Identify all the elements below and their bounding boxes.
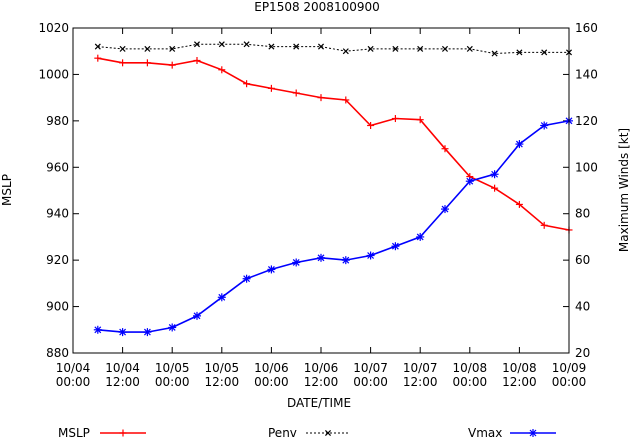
- point-penv: [193, 41, 201, 48]
- x-tick-label-time: 12:00: [105, 375, 140, 389]
- y2-tick-label: 20: [575, 346, 590, 360]
- legend-label-penv: Penv: [268, 426, 297, 437]
- x-tick-label-time: 00:00: [155, 375, 190, 389]
- y2-axis-label: Maximum Winds [kt]: [617, 128, 631, 252]
- point-vmax: [193, 312, 201, 320]
- point-penv: [144, 45, 151, 52]
- point-vmax: [416, 233, 424, 241]
- y2-tick-label: 40: [575, 300, 590, 314]
- x-tick-label-date: 10/06: [304, 361, 339, 375]
- y-tick-label: 980: [46, 114, 69, 128]
- point-penv: [317, 43, 325, 50]
- legend-label-mslp: MSLP: [58, 426, 90, 437]
- series-line-vmax: [97, 120, 570, 333]
- y-tick-label: 900: [46, 300, 69, 314]
- y-tick-label: 880: [46, 346, 69, 360]
- x-tick-label-time: 00:00: [552, 375, 587, 389]
- x-tick-label-time: 12:00: [403, 375, 438, 389]
- point-vmax: [441, 205, 449, 213]
- x-tick-label-date: 10/05: [155, 361, 190, 375]
- x-tick-label-date: 10/07: [353, 361, 388, 375]
- x-tick-label-time: 12:00: [304, 375, 339, 389]
- point-penv: [218, 41, 225, 48]
- point-penv: [169, 45, 176, 52]
- x-tick-label-date: 10/06: [254, 361, 289, 375]
- legend-marker-penv: [324, 429, 332, 437]
- point-vmax: [391, 242, 399, 250]
- point-penv: [441, 45, 449, 52]
- y2-tick-label: 100: [575, 160, 598, 174]
- point-penv: [367, 45, 374, 52]
- series-line-penv: [97, 43, 569, 55]
- y-tick-label: 960: [46, 160, 69, 174]
- point-penv: [392, 45, 399, 52]
- y2-tick-label: 60: [575, 253, 590, 267]
- point-vmax: [94, 326, 102, 334]
- legend-marker-vmax: [529, 429, 537, 437]
- point-penv: [491, 50, 498, 57]
- x-tick-label-date: 10/09: [552, 361, 587, 375]
- point-penv: [541, 49, 548, 56]
- point-vmax: [243, 275, 251, 283]
- y2-tick-label: 160: [575, 21, 598, 35]
- x-tick-label-time: 00:00: [453, 375, 488, 389]
- y2-tick-label: 140: [575, 67, 598, 81]
- y-tick-label: 1000: [38, 67, 69, 81]
- point-vmax: [342, 256, 350, 264]
- point-penv: [243, 41, 250, 48]
- y2-tick-label: 120: [575, 114, 598, 128]
- point-vmax: [515, 140, 523, 148]
- point-vmax: [367, 252, 375, 259]
- point-vmax: [540, 122, 548, 129]
- x-tick-label-date: 10/07: [403, 361, 438, 375]
- y-tick-label: 940: [46, 207, 69, 221]
- point-vmax: [317, 254, 325, 262]
- chart-title: EP1508 2008100900: [254, 0, 380, 14]
- x-tick-label-date: 10/04: [105, 361, 140, 375]
- series-line-mslp: [97, 57, 570, 231]
- series-layer: [93, 41, 573, 337]
- y-tick-label: 1020: [38, 21, 69, 35]
- x-tick-label-time: 12:00: [205, 375, 240, 389]
- legend: MSLP Penv Vmax: [58, 426, 556, 437]
- tick-labels: 880 900 920 940 960 980 1000 1020 20 40 60 80 100 120…: [38, 21, 597, 389]
- x-tick-label-time: 00:00: [254, 375, 289, 389]
- point-penv: [417, 45, 424, 52]
- point-penv: [119, 45, 126, 52]
- x-tick-label-date: 10/04: [56, 361, 91, 375]
- point-penv: [94, 43, 101, 50]
- y-tick-label: 920: [46, 253, 69, 267]
- point-vmax: [466, 177, 474, 185]
- x-axis-label: DATE/TIME: [287, 396, 351, 410]
- plot-frame: [72, 27, 570, 354]
- legend-label-vmax: Vmax: [468, 426, 502, 437]
- x-tick-label-time: 00:00: [353, 375, 388, 389]
- point-penv: [342, 48, 349, 55]
- point-penv: [293, 43, 300, 50]
- point-penv: [466, 45, 473, 52]
- point-vmax: [267, 266, 275, 273]
- point-vmax: [119, 328, 127, 336]
- series-penv: [94, 41, 573, 57]
- point-vmax: [218, 293, 226, 301]
- series-vmax: [93, 116, 573, 337]
- point-penv: [268, 43, 275, 50]
- y2-tick-label: 80: [575, 207, 590, 221]
- x-tick-label-date: 10/05: [205, 361, 240, 375]
- point-vmax: [168, 324, 176, 331]
- point-vmax: [292, 259, 300, 266]
- x-tick-label-time: 12:00: [502, 375, 537, 389]
- series-mslp: [94, 54, 573, 234]
- point-penv: [516, 49, 523, 56]
- x-tick-label-date: 10/08: [453, 361, 488, 375]
- point-vmax: [143, 328, 151, 336]
- point-vmax: [491, 170, 499, 178]
- x-tick-label-time: 00:00: [56, 375, 91, 389]
- y-axis-label: MSLP: [0, 174, 14, 206]
- x-tick-label-date: 10/08: [502, 361, 537, 375]
